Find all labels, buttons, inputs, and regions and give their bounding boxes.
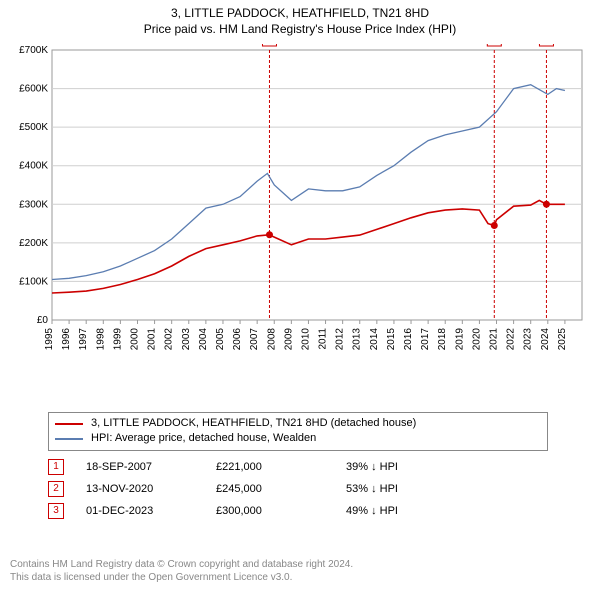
svg-text:1998: 1998 (95, 328, 106, 351)
svg-text:2004: 2004 (198, 328, 209, 351)
legend-row: HPI: Average price, detached house, Weal… (55, 431, 541, 446)
title-line-1: 3, LITTLE PADDOCK, HEATHFIELD, TN21 8HD (0, 6, 600, 22)
svg-text:2016: 2016 (403, 328, 414, 351)
svg-text:£600K: £600K (19, 84, 48, 95)
svg-text:2023: 2023 (523, 328, 534, 351)
svg-text:2025: 2025 (557, 328, 568, 351)
chart-svg: £0 £100K £200K £300K £400K £500K £600K £700K 199… (10, 44, 590, 404)
event-row: 1 18-SEP-2007 £221,000 39% ↓ HPI (48, 456, 548, 478)
svg-text:1999: 1999 (112, 328, 123, 351)
event-diff: 39% ↓ HPI (346, 461, 398, 473)
svg-text:2017: 2017 (420, 328, 431, 351)
svg-text:3: 3 (544, 44, 550, 46)
svg-text:2012: 2012 (335, 328, 346, 351)
svg-text:£300K: £300K (19, 199, 48, 210)
legend: 3, LITTLE PADDOCK, HEATHFIELD, TN21 8HD … (48, 412, 548, 451)
svg-text:2005: 2005 (215, 328, 226, 351)
footer: Contains HM Land Registry data © Crown c… (10, 558, 353, 584)
event-diff: 49% ↓ HPI (346, 505, 398, 517)
legend-label: 3, LITTLE PADDOCK, HEATHFIELD, TN21 8HD … (91, 416, 416, 431)
legend-swatch (55, 438, 83, 440)
svg-text:2011: 2011 (318, 328, 329, 350)
page: 3, LITTLE PADDOCK, HEATHFIELD, TN21 8HD … (0, 0, 600, 590)
svg-text:2024: 2024 (540, 328, 551, 351)
svg-text:2007: 2007 (249, 328, 260, 351)
event-price: £245,000 (216, 483, 346, 495)
svg-text:2001: 2001 (147, 328, 158, 351)
svg-text:2006: 2006 (232, 328, 243, 351)
svg-text:£400K: £400K (19, 161, 48, 172)
svg-text:1996: 1996 (61, 328, 72, 351)
svg-text:2002: 2002 (164, 328, 175, 351)
svg-text:2018: 2018 (437, 328, 448, 351)
event-number-box: 3 (48, 503, 64, 519)
event-number-box: 1 (48, 459, 64, 475)
svg-text:1997: 1997 (78, 328, 89, 351)
event-price: £300,000 (216, 505, 346, 517)
svg-text:2015: 2015 (386, 328, 397, 351)
svg-text:2019: 2019 (454, 328, 465, 351)
event-date: 13-NOV-2020 (86, 483, 216, 495)
legend-label: HPI: Average price, detached house, Weal… (91, 431, 316, 446)
svg-text:£0: £0 (37, 315, 49, 326)
events-table: 1 18-SEP-2007 £221,000 39% ↓ HPI 2 13-NO… (48, 456, 548, 522)
event-diff: 53% ↓ HPI (346, 483, 398, 495)
event-date: 18-SEP-2007 (86, 461, 216, 473)
svg-text:1995: 1995 (44, 328, 55, 351)
svg-text:2013: 2013 (352, 328, 363, 351)
footer-line-2: This data is licensed under the Open Gov… (10, 571, 353, 584)
svg-text:2022: 2022 (506, 328, 517, 351)
svg-text:2000: 2000 (129, 328, 140, 351)
title-block: 3, LITTLE PADDOCK, HEATHFIELD, TN21 8HD … (0, 0, 600, 37)
svg-text:2008: 2008 (266, 328, 277, 351)
legend-swatch (55, 423, 83, 425)
svg-text:£700K: £700K (19, 45, 48, 56)
legend-row: 3, LITTLE PADDOCK, HEATHFIELD, TN21 8HD … (55, 416, 541, 431)
event-row: 2 13-NOV-2020 £245,000 53% ↓ HPI (48, 478, 548, 500)
svg-text:£500K: £500K (19, 122, 48, 133)
svg-text:1: 1 (267, 44, 273, 46)
svg-text:£200K: £200K (19, 238, 48, 249)
svg-text:2020: 2020 (471, 328, 482, 351)
svg-text:£100K: £100K (19, 276, 48, 287)
svg-text:2009: 2009 (283, 328, 294, 351)
event-row: 3 01-DEC-2023 £300,000 49% ↓ HPI (48, 500, 548, 522)
svg-text:2021: 2021 (489, 328, 500, 351)
chart: £0 £100K £200K £300K £400K £500K £600K £700K 199… (10, 44, 590, 404)
footer-line-1: Contains HM Land Registry data © Crown c… (10, 558, 353, 571)
title-line-2: Price paid vs. HM Land Registry's House … (0, 22, 600, 38)
event-date: 01-DEC-2023 (86, 505, 216, 517)
svg-text:2: 2 (492, 44, 498, 46)
svg-text:2014: 2014 (369, 328, 380, 351)
event-number-box: 2 (48, 481, 64, 497)
svg-text:2010: 2010 (300, 328, 311, 351)
svg-text:2003: 2003 (181, 328, 192, 351)
event-price: £221,000 (216, 461, 346, 473)
